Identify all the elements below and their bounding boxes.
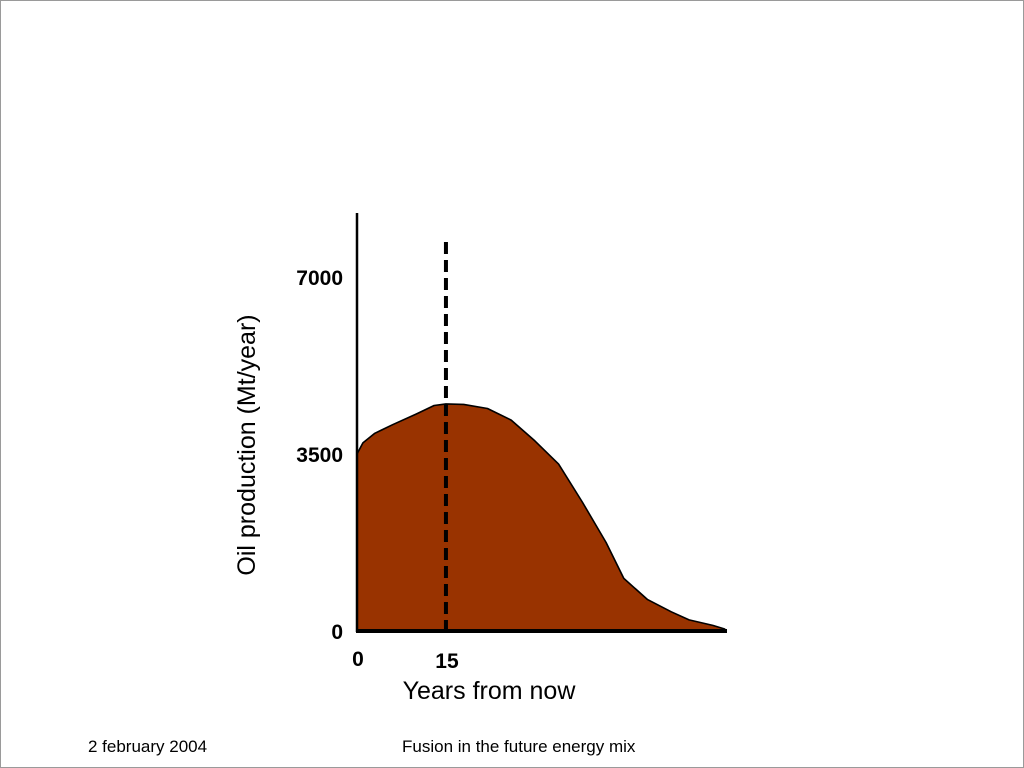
footer-title: Fusion in the future energy mix <box>402 737 636 756</box>
x-tick-label: 15 <box>435 650 459 673</box>
y-tick-label: 0 <box>331 621 343 644</box>
y-tick-label: 3500 <box>296 444 343 467</box>
production-area <box>356 403 726 632</box>
x-axis-label: Years from now <box>403 677 577 705</box>
x-tick-labels: 0 15 <box>352 648 459 673</box>
y-axis-label: Oil production (Mt/year) <box>233 314 261 575</box>
y-tick-label: 7000 <box>296 267 343 290</box>
x-tick-label: 0 <box>352 648 364 671</box>
footer-date: 2 february 2004 <box>88 737 208 756</box>
y-tick-labels: 0 3500 7000 <box>296 267 343 644</box>
